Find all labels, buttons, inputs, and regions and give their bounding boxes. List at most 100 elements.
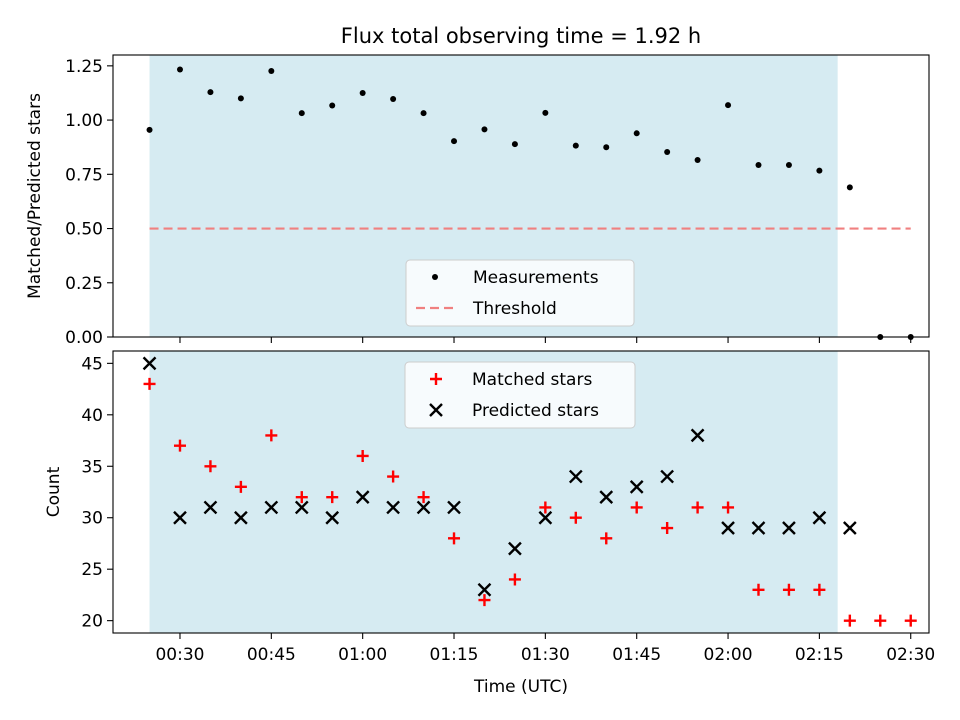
matched-star-point	[234, 480, 247, 493]
matched-star-point	[265, 429, 278, 442]
measurement-point	[237, 95, 244, 102]
legend-threshold-label: Threshold	[472, 299, 557, 319]
predicted-star-point	[264, 500, 279, 515]
x-tick-label: 01:15	[430, 645, 479, 665]
matched-star-point	[630, 501, 643, 514]
legend-measurement-marker	[432, 274, 438, 280]
matched-star-point	[295, 491, 308, 504]
matched-star-point	[204, 460, 217, 473]
predicted-star-point	[386, 500, 400, 515]
x-axis-label: Time (UTC)	[473, 677, 568, 697]
x-tick-label: 01:00	[338, 645, 387, 665]
y-tick-label: 25	[81, 560, 103, 580]
predicted-star-point	[751, 521, 766, 535]
y-tick-label: 35	[81, 457, 103, 477]
legend-box	[405, 259, 635, 327]
plot-frame	[112, 54, 930, 338]
y-tick-label: 0.50	[65, 220, 103, 240]
measurement-point	[725, 102, 732, 109]
x-tick-label: 00:30	[155, 645, 204, 665]
matched-star-point	[782, 583, 795, 596]
predicted-star-point	[234, 510, 248, 525]
predicted-star-point	[842, 521, 857, 535]
measurement-point	[572, 142, 579, 149]
predicted-star-point	[782, 521, 796, 535]
measurement-point	[816, 167, 823, 174]
predicted-star-point	[721, 521, 735, 535]
measurement-point	[511, 141, 518, 148]
matched-star-point	[387, 470, 400, 483]
matched-star-point	[661, 522, 674, 535]
predicted-star-point	[416, 500, 431, 515]
measurement-point	[603, 144, 610, 151]
measurement-point	[420, 110, 427, 117]
matched-star-point	[904, 614, 917, 627]
matched-star-point	[417, 491, 430, 504]
x-tick-label: 01:30	[521, 645, 570, 665]
y-axis-label: Count	[44, 466, 64, 517]
y-tick-label: 1.00	[65, 111, 103, 131]
x-tick-label: 02:15	[795, 645, 844, 665]
measurement-point	[176, 66, 183, 73]
predicted-star-point	[538, 510, 553, 525]
matched-star-point	[843, 614, 856, 627]
measurement-point	[298, 110, 305, 117]
legend-box	[404, 361, 636, 429]
measurement-point	[207, 89, 214, 96]
measurement-point	[329, 102, 336, 109]
matched-star-point	[539, 501, 552, 514]
legend: Measurements Threshold	[405, 259, 635, 327]
chart-title: Flux total observing time = 1.92 h	[341, 24, 701, 48]
x-tick-label: 01:45	[612, 645, 661, 665]
predicted-star-point	[508, 541, 522, 556]
matched-star-point	[356, 449, 369, 462]
predicted-star-point	[142, 356, 157, 371]
predicted-star-point	[325, 510, 340, 525]
legend-measurements-label: Measurements	[473, 268, 599, 288]
y-tick-label: 20	[81, 612, 103, 632]
y-tick-label: 0.00	[65, 328, 103, 348]
measurement-point	[481, 126, 488, 133]
measurement-point	[694, 156, 701, 163]
y-axis-label: Matched/Predicted stars	[25, 93, 45, 299]
measurement-point	[268, 68, 275, 75]
bottom-panel: 20 25 30 35 40 45 00:30 00:45 01:00 01:15 01:30 01:…	[44, 350, 935, 697]
measurement-point	[846, 184, 853, 191]
matched-star-point	[173, 439, 186, 452]
predicted-star-point	[447, 500, 461, 515]
matched-star-point	[478, 594, 491, 607]
measurement-point	[359, 89, 366, 96]
y-tick-label: 1.25	[65, 57, 103, 77]
x-tick-label: 02:00	[704, 645, 753, 665]
measurement-point	[755, 161, 762, 168]
matched-star-point	[448, 532, 461, 545]
legend: Matched stars Predicted stars	[404, 361, 636, 429]
measurement-point	[390, 96, 397, 103]
matched-star-point	[508, 573, 521, 586]
measurement-point	[633, 130, 640, 137]
predicted-star-point	[690, 428, 705, 443]
predicted-star-point	[629, 480, 644, 494]
matched-star-point	[752, 583, 765, 596]
y-tick-label: 0.75	[65, 165, 103, 185]
predicted-star-point	[294, 500, 309, 515]
predicted-star-point	[660, 469, 674, 484]
y-tick-label: 40	[81, 406, 103, 426]
matched-star-point	[326, 491, 339, 504]
predicted-star-point	[477, 582, 492, 597]
measurement-point	[542, 109, 549, 116]
plot-frame	[112, 350, 930, 634]
legend-predicted-label: Predicted stars	[472, 401, 599, 421]
y-tick-label: 30	[81, 509, 103, 529]
x-tick-label: 02:30	[886, 645, 935, 665]
measurement-point	[146, 126, 153, 133]
matched-star-point	[722, 501, 735, 514]
predicted-star-point	[568, 469, 583, 484]
matched-star-point	[600, 532, 613, 545]
predicted-star-point	[355, 490, 370, 504]
y-tick-label: 0.25	[65, 274, 103, 294]
top-panel: 0.00 0.25 0.50 0.75 1.00 1.25 Matched/Predicte…	[25, 54, 930, 348]
predicted-star-point	[599, 490, 614, 504]
legend-matched-marker	[430, 373, 442, 385]
